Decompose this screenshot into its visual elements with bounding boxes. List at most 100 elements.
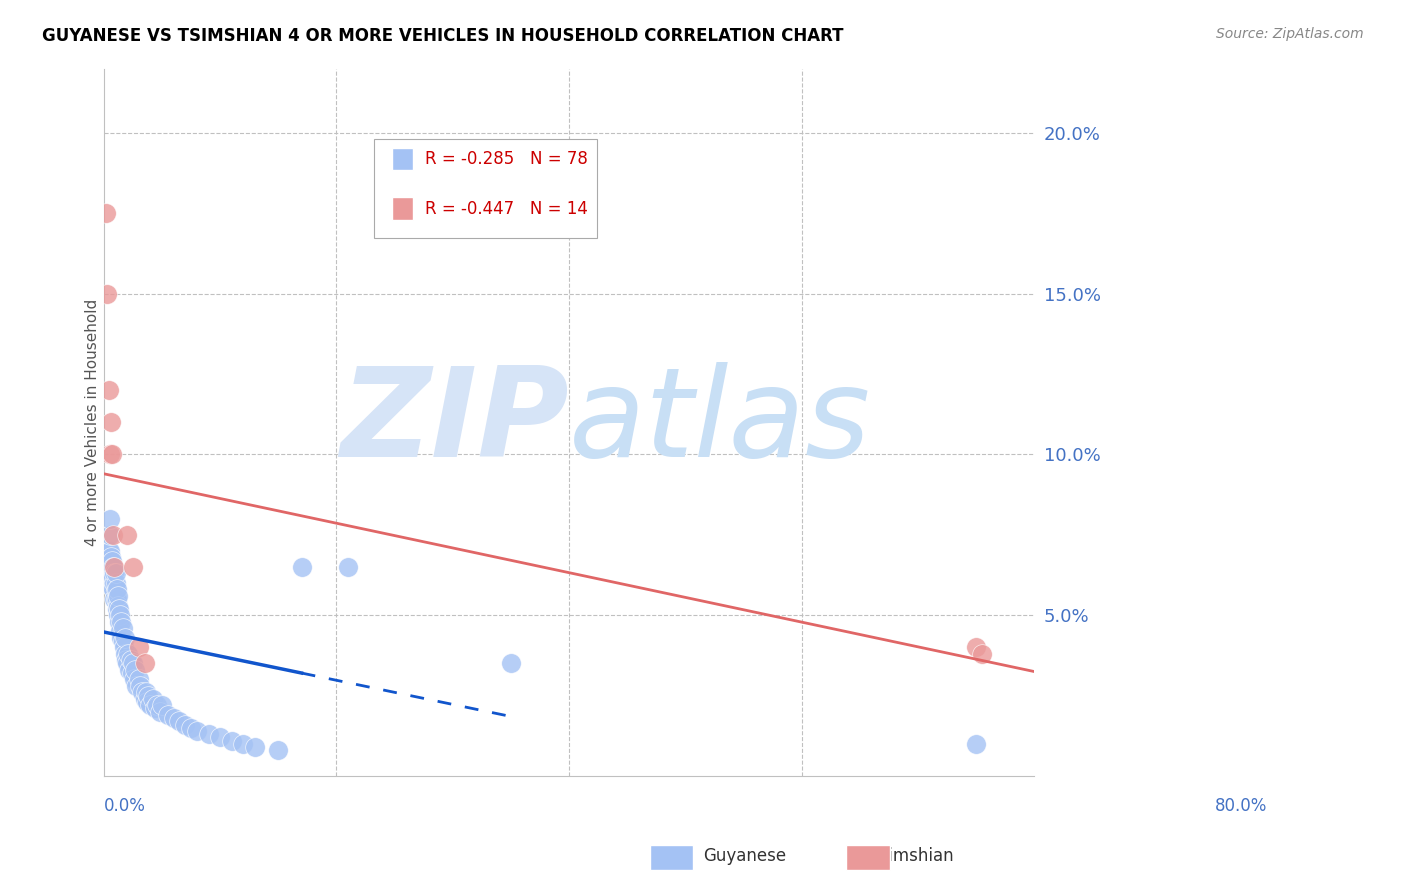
Point: [291, 560, 314, 574]
Text: GUYANESE VS TSIMSHIAN 4 OR MORE VEHICLES IN HOUSEHOLD CORRELATION CHART: GUYANESE VS TSIMSHIAN 4 OR MORE VEHICLES…: [42, 27, 844, 45]
Point: [149, 705, 172, 719]
Point: [121, 666, 143, 681]
Point: [104, 566, 127, 581]
Point: [100, 560, 122, 574]
Point: [101, 576, 124, 591]
Point: [98, 528, 121, 542]
Point: [232, 737, 254, 751]
Point: [107, 599, 129, 613]
Text: atlas: atlas: [569, 362, 872, 483]
Point: [120, 653, 142, 667]
Text: Tsimshian: Tsimshian: [872, 847, 953, 865]
Point: [131, 685, 153, 699]
Point: [114, 631, 136, 645]
Point: [103, 576, 125, 591]
Text: 0.0%: 0.0%: [104, 797, 146, 815]
Point: [101, 566, 124, 581]
Point: [97, 383, 120, 397]
Point: [105, 582, 128, 597]
Point: [135, 685, 157, 699]
Point: [103, 582, 125, 597]
Point: [139, 698, 162, 713]
Point: [103, 592, 125, 607]
Point: [96, 206, 118, 220]
FancyBboxPatch shape: [392, 197, 413, 220]
Point: [965, 737, 987, 751]
Point: [221, 733, 243, 747]
FancyBboxPatch shape: [374, 139, 598, 238]
Point: [103, 528, 125, 542]
Point: [337, 560, 360, 574]
Point: [107, 589, 129, 603]
Point: [169, 714, 191, 729]
Text: ZIP: ZIP: [340, 362, 569, 483]
Point: [125, 679, 148, 693]
Point: [970, 647, 993, 661]
Point: [101, 553, 124, 567]
FancyBboxPatch shape: [392, 148, 413, 170]
Point: [267, 743, 290, 757]
Point: [108, 608, 131, 623]
Point: [122, 673, 145, 687]
Point: [136, 695, 159, 709]
Point: [96, 560, 118, 574]
Point: [115, 653, 138, 667]
Point: [105, 601, 128, 615]
Point: [243, 739, 266, 754]
Point: [98, 447, 121, 461]
Point: [100, 415, 122, 429]
Point: [104, 582, 127, 597]
Point: [112, 640, 135, 655]
Point: [98, 544, 121, 558]
Point: [128, 640, 150, 655]
Point: [110, 631, 132, 645]
Point: [209, 731, 232, 745]
Point: [114, 647, 136, 661]
Point: [108, 624, 131, 639]
Point: [97, 544, 120, 558]
Point: [100, 550, 122, 565]
Point: [103, 569, 125, 583]
Point: [136, 689, 159, 703]
Point: [103, 566, 125, 581]
Text: R = -0.447   N = 14: R = -0.447 N = 14: [425, 200, 588, 218]
Point: [111, 621, 134, 635]
Point: [180, 721, 202, 735]
Point: [101, 447, 124, 461]
Point: [111, 633, 134, 648]
Point: [124, 663, 146, 677]
Point: [96, 286, 118, 301]
Y-axis label: 4 or more Vehicles in Household: 4 or more Vehicles in Household: [86, 299, 100, 546]
Point: [96, 576, 118, 591]
Point: [143, 701, 166, 715]
Point: [128, 673, 150, 687]
Point: [134, 657, 156, 671]
Point: [186, 723, 208, 738]
Text: R = -0.285   N = 78: R = -0.285 N = 78: [425, 150, 588, 168]
Point: [146, 698, 169, 713]
Point: [965, 640, 987, 655]
Point: [97, 560, 120, 574]
Point: [104, 592, 127, 607]
Point: [118, 663, 141, 677]
Text: 80.0%: 80.0%: [1215, 797, 1267, 815]
Point: [122, 657, 145, 671]
Point: [110, 615, 132, 629]
Point: [134, 691, 156, 706]
Point: [104, 576, 127, 591]
Point: [122, 560, 145, 574]
Point: [156, 707, 179, 722]
Point: [108, 601, 131, 615]
Point: [103, 560, 125, 574]
Point: [499, 657, 522, 671]
Point: [103, 560, 125, 574]
Point: [142, 691, 165, 706]
Point: [115, 657, 138, 671]
Point: [129, 679, 152, 693]
Text: Guyanese: Guyanese: [703, 847, 786, 865]
Point: [150, 698, 173, 713]
Point: [98, 512, 121, 526]
Point: [108, 615, 131, 629]
Point: [117, 647, 139, 661]
Point: [163, 711, 186, 725]
